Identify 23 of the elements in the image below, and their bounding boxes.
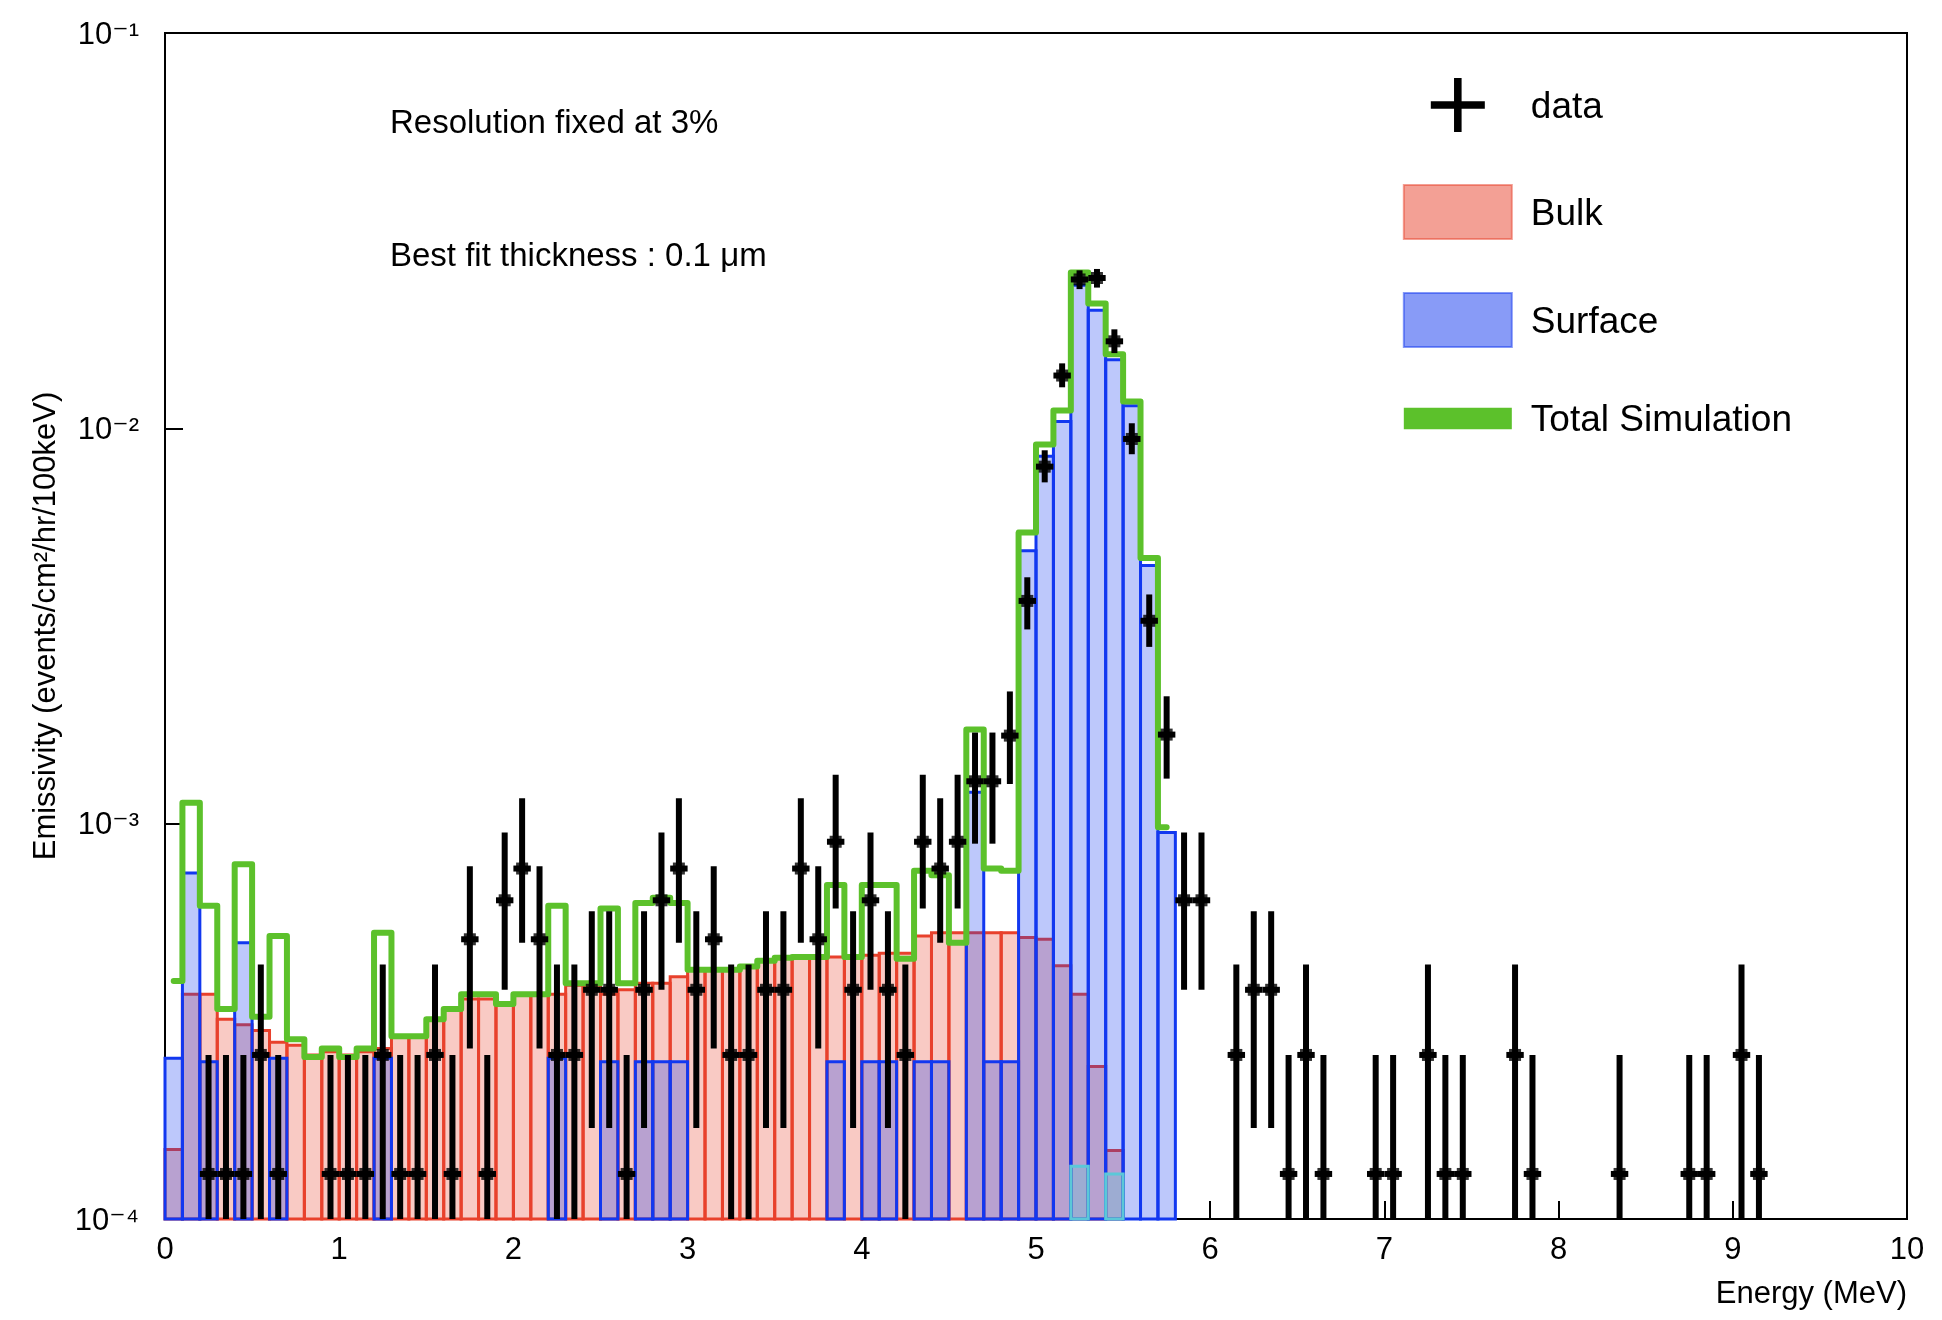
legend-label: Surface — [1530, 299, 1659, 341]
x-tick-label: 8 — [1549, 1231, 1568, 1266]
x-tick-label: 5 — [1027, 1231, 1045, 1266]
x-tick-label: 0 — [156, 1231, 174, 1266]
x-axis-title: Energy (MeV) — [1715, 1275, 1907, 1310]
annotation: Best fit thickness : 0.1 μm — [390, 236, 767, 273]
x-tick-label: 9 — [1724, 1231, 1742, 1266]
x-tick-label: 4 — [853, 1231, 871, 1266]
y-axis-title: Emissivity (events/cm²/hr/100keV) — [27, 391, 62, 861]
y-tick-label: 10⁻² — [77, 410, 139, 446]
legend-label: Total Simulation — [1530, 398, 1792, 439]
annotation: Resolution fixed at 3% — [390, 103, 719, 140]
legend-label: data — [1530, 84, 1604, 126]
x-tick-label: 3 — [678, 1231, 697, 1266]
y-tick-label: 10⁻⁴ — [74, 1201, 139, 1237]
x-tick-label: 6 — [1201, 1231, 1219, 1266]
x-tick-label: 7 — [1375, 1231, 1394, 1266]
y-tick-label: 10⁻¹ — [77, 15, 139, 51]
x-tick-label: 2 — [504, 1231, 523, 1266]
x-tick-label: 10 — [1889, 1231, 1925, 1266]
y-tick-label: 10⁻³ — [77, 806, 139, 842]
x-tick-label: 1 — [330, 1231, 348, 1266]
legend-label: Bulk — [1530, 191, 1604, 233]
